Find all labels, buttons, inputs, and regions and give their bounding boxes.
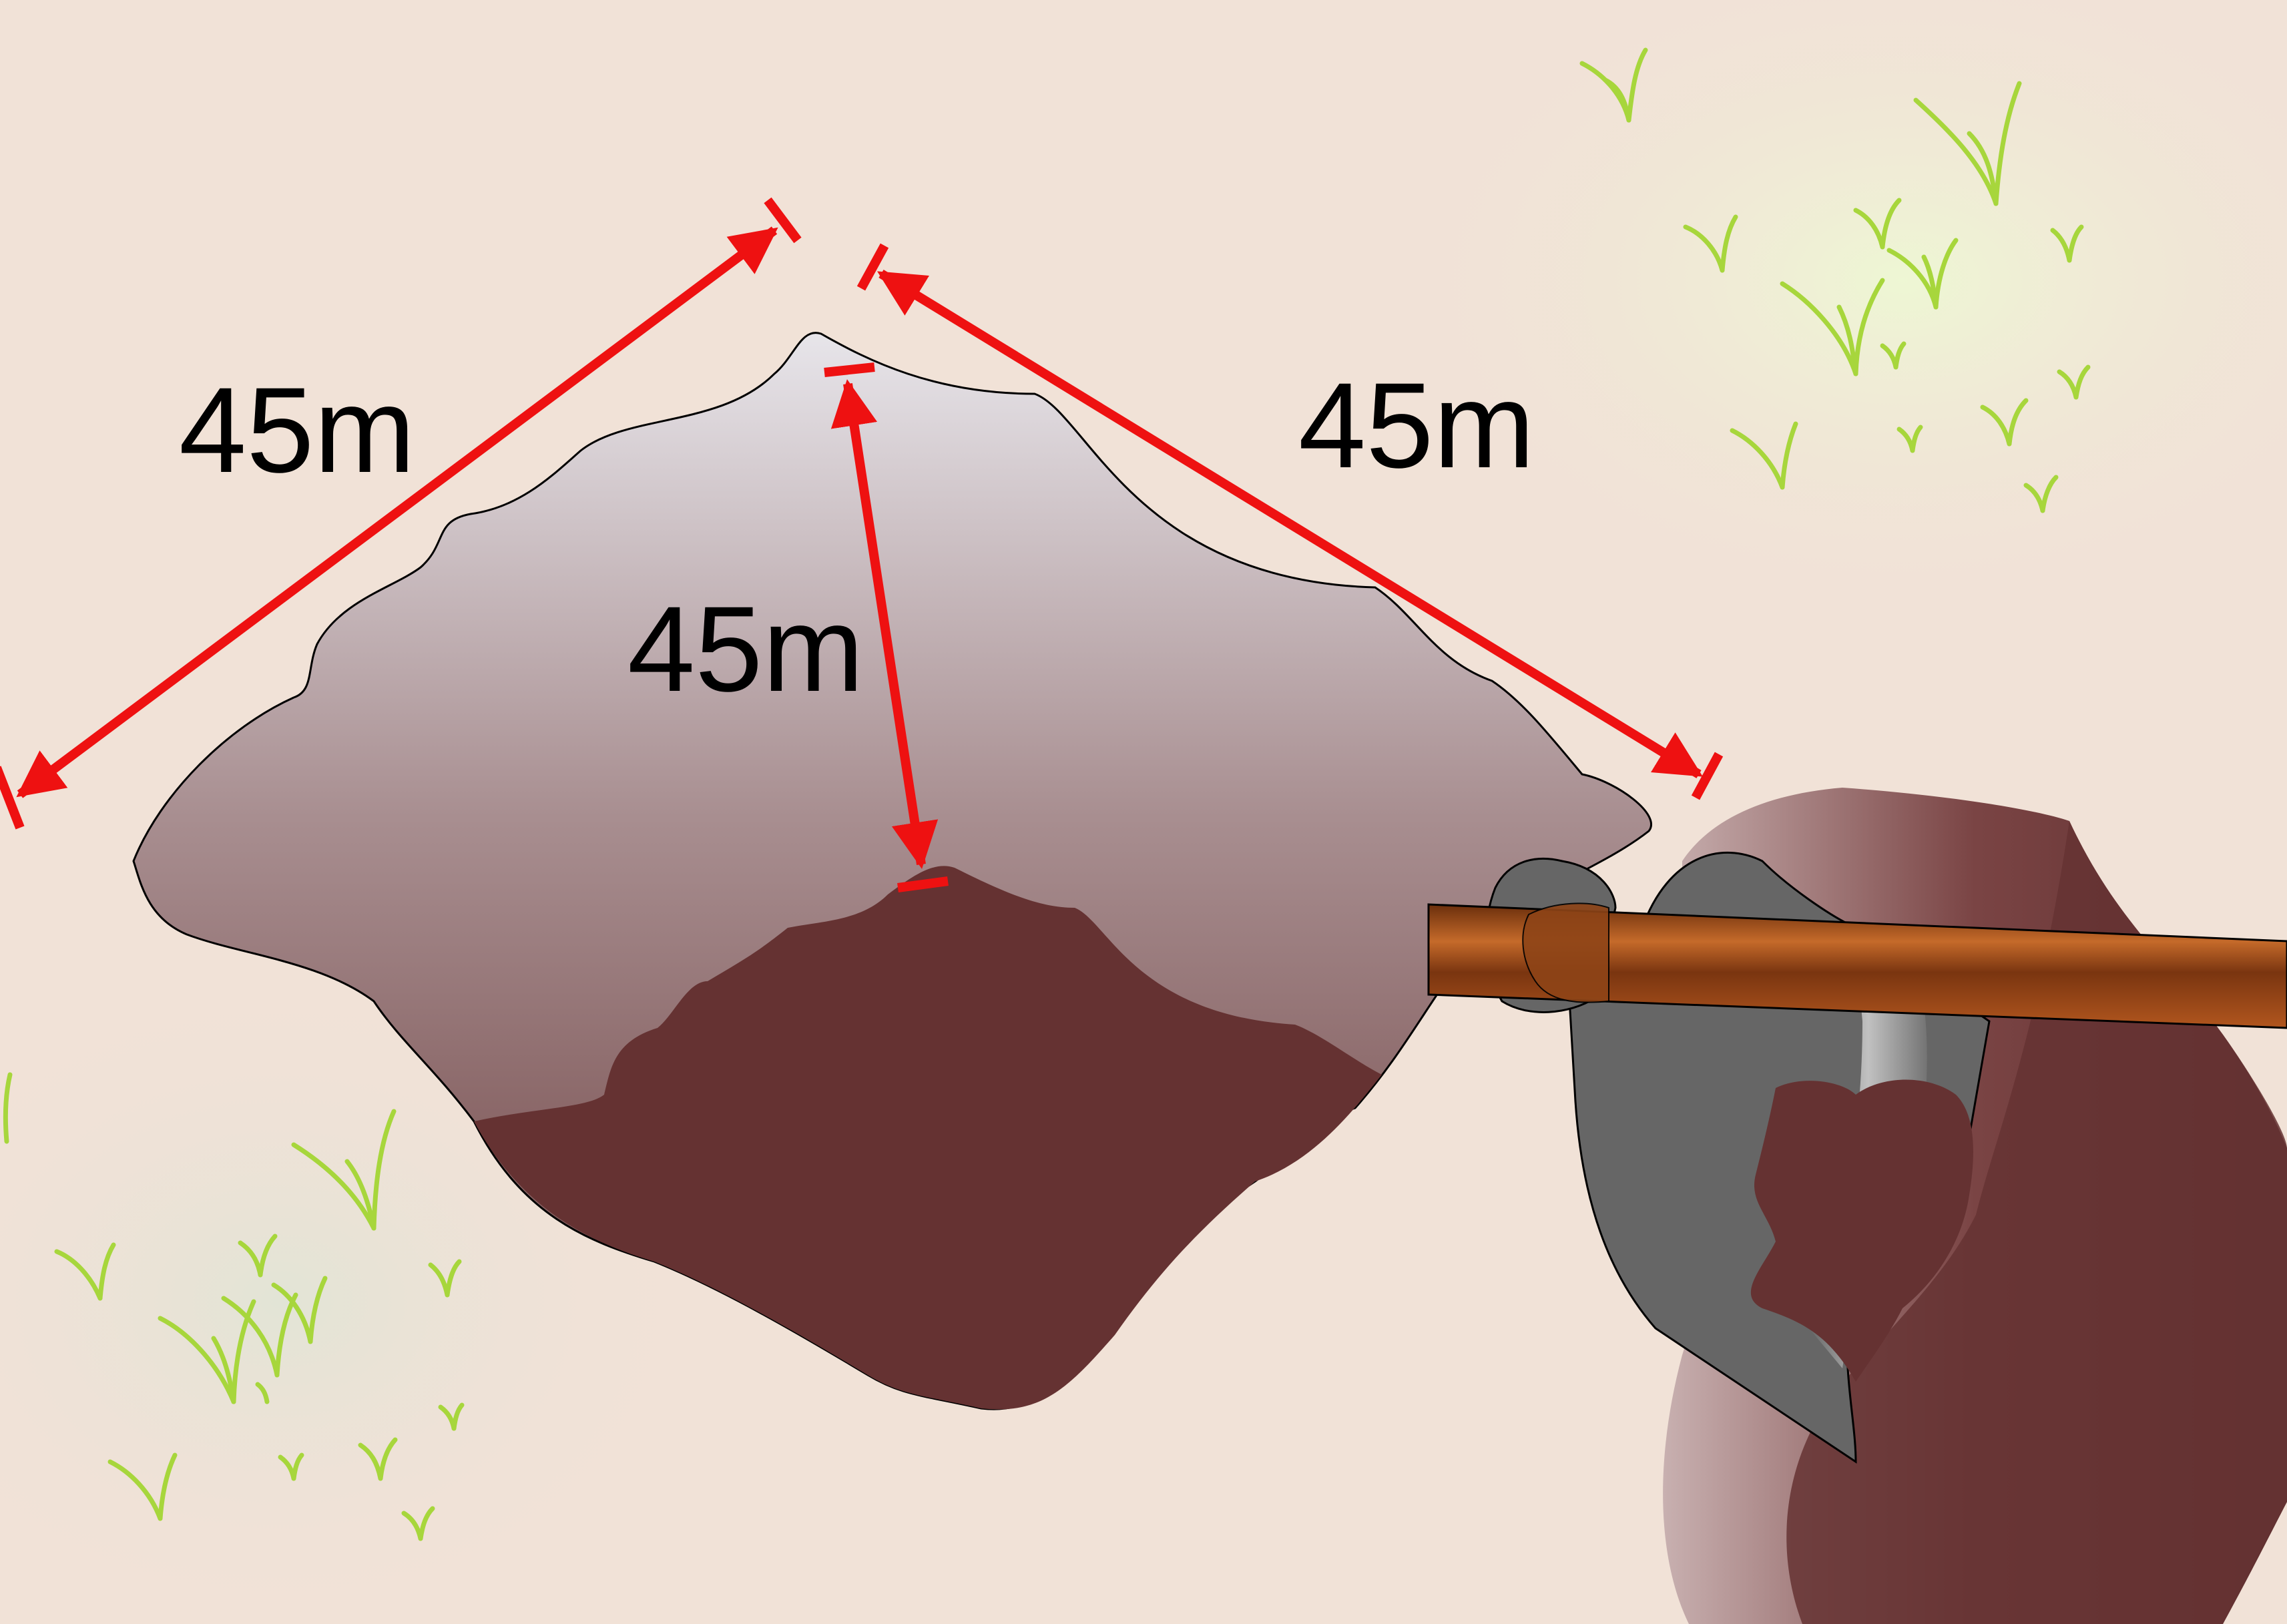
grass-tuft-icon [358,1437,398,1481]
grass-tuft-icon [1683,214,1738,273]
grass-tuft-icon [401,1506,435,1541]
grass-tuft-icon [1780,278,1885,376]
grass-tuft-icon [107,1452,178,1521]
handle-end-cap [1522,902,1609,1003]
grass-tuft-icon [54,1242,116,1301]
grass-tuft-icon [238,1234,278,1278]
grass-tuft-icon [255,1382,270,1404]
left-side-dimension-arrow [0,197,802,830]
grass-tuft-icon [438,1402,465,1431]
grass-tuft-icon [158,1299,256,1404]
right-side-label: 45m [1298,357,1535,493]
grass-tuft-icon [2050,224,2084,263]
left-side-label: 45m [179,362,415,498]
hand [1750,1079,1973,1382]
grass-tuft-icon [2023,475,2059,513]
grass-tuft-icon [1896,425,1923,453]
grass-tuft-icon [1913,81,2022,206]
right-side-dimension-arrow [856,243,1724,800]
grass-tuft-icon [1853,198,1902,250]
grass-area-top-right [1368,0,2287,627]
grass-tuft-icon [278,1452,304,1481]
grass-tuft-icon [1980,398,2029,447]
grass-tuft-icon [2057,364,2091,400]
grass-tuft-icon [291,1109,397,1231]
grass-tufts-bottom-left [3,1072,465,1541]
depth-dimension-arrow [824,362,949,892]
hoe-handle [1427,903,2287,1029]
grass-tuft-icon [1886,238,1959,310]
grass-tuft-icon [271,1276,328,1344]
grass-tuft-icon [1880,341,1907,370]
grass-tuft-icon [428,1259,462,1298]
dimension-arrows [0,197,1724,892]
grass-tuft-icon [3,1072,13,1144]
grass-tuft-icon [1579,47,1648,123]
grass-tufts-top-right [1579,47,2091,513]
depth-label: 45m [627,581,864,717]
hoe-icon [1427,788,2287,1624]
grass-tuft-icon [1730,421,1798,490]
pit-dark-soil [474,866,1382,1410]
